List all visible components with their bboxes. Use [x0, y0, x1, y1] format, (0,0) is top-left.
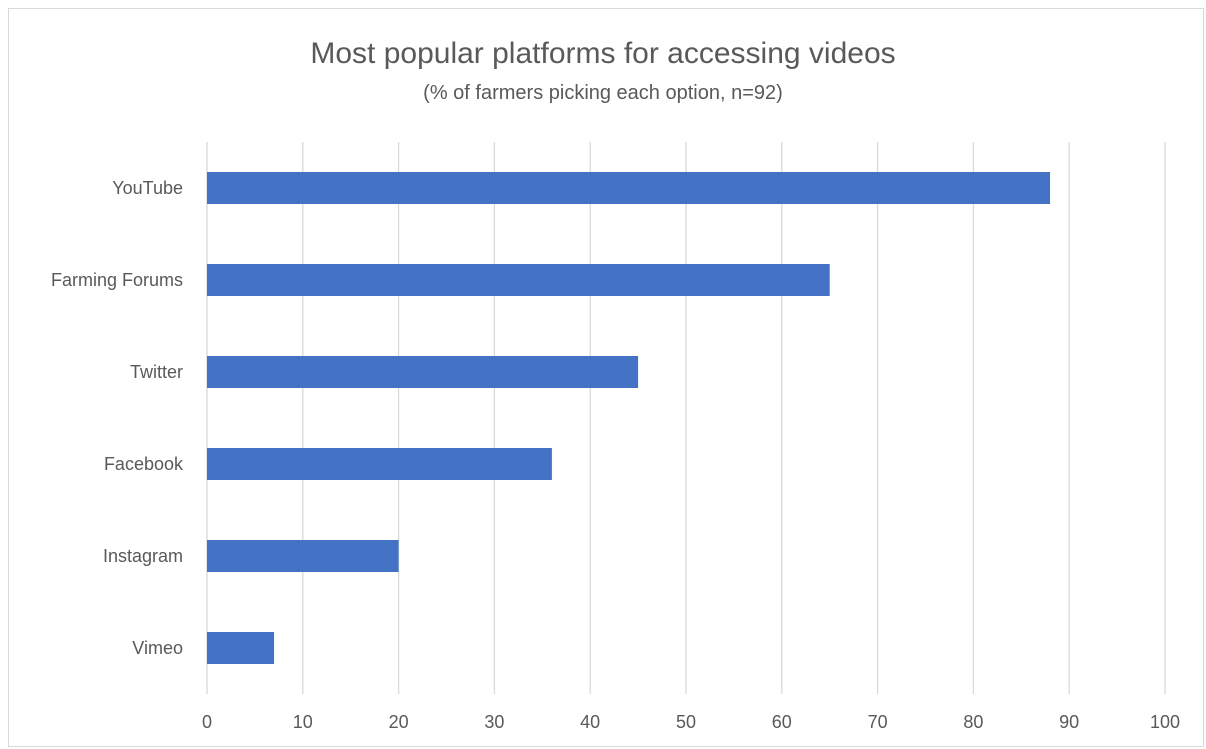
bar-farming-forums	[207, 264, 830, 296]
x-tick-label: 10	[293, 712, 313, 732]
bar-facebook	[207, 448, 552, 480]
bar-youtube	[207, 172, 1051, 204]
category-label: YouTube	[112, 178, 183, 198]
bars	[207, 172, 1051, 664]
category-labels: YouTube Farming Forums Twitter Facebook Inst…	[51, 178, 184, 658]
bar-twitter	[207, 356, 639, 388]
category-label: Vimeo	[132, 638, 183, 658]
chart-subtitle: (% of farmers picking each option, n=92)	[423, 82, 783, 104]
x-tick-label: 40	[580, 712, 600, 732]
x-tick-label: 80	[963, 712, 983, 732]
x-tick-label: 90	[1059, 712, 1079, 732]
x-tick-label: 100	[1150, 712, 1180, 732]
x-tick-label: 60	[772, 712, 792, 732]
gridlines	[206, 142, 1166, 694]
x-tick-label: 0	[202, 712, 212, 732]
category-label: Instagram	[103, 546, 183, 566]
x-tick-label: 50	[676, 712, 696, 732]
x-tick-label: 30	[484, 712, 504, 732]
x-tick-label: 20	[389, 712, 409, 732]
bar-instagram	[207, 540, 399, 572]
category-label: Facebook	[104, 454, 184, 474]
category-label: Farming Forums	[51, 270, 183, 290]
x-tick-label: 70	[868, 712, 888, 732]
x-tick-labels: 0 10 20 30 40 50 60 70 80 90 100	[202, 712, 1180, 732]
bar-vimeo	[207, 632, 275, 664]
category-label: Twitter	[130, 362, 183, 382]
chart-title: Most popular platforms for accessing vid…	[310, 37, 896, 70]
